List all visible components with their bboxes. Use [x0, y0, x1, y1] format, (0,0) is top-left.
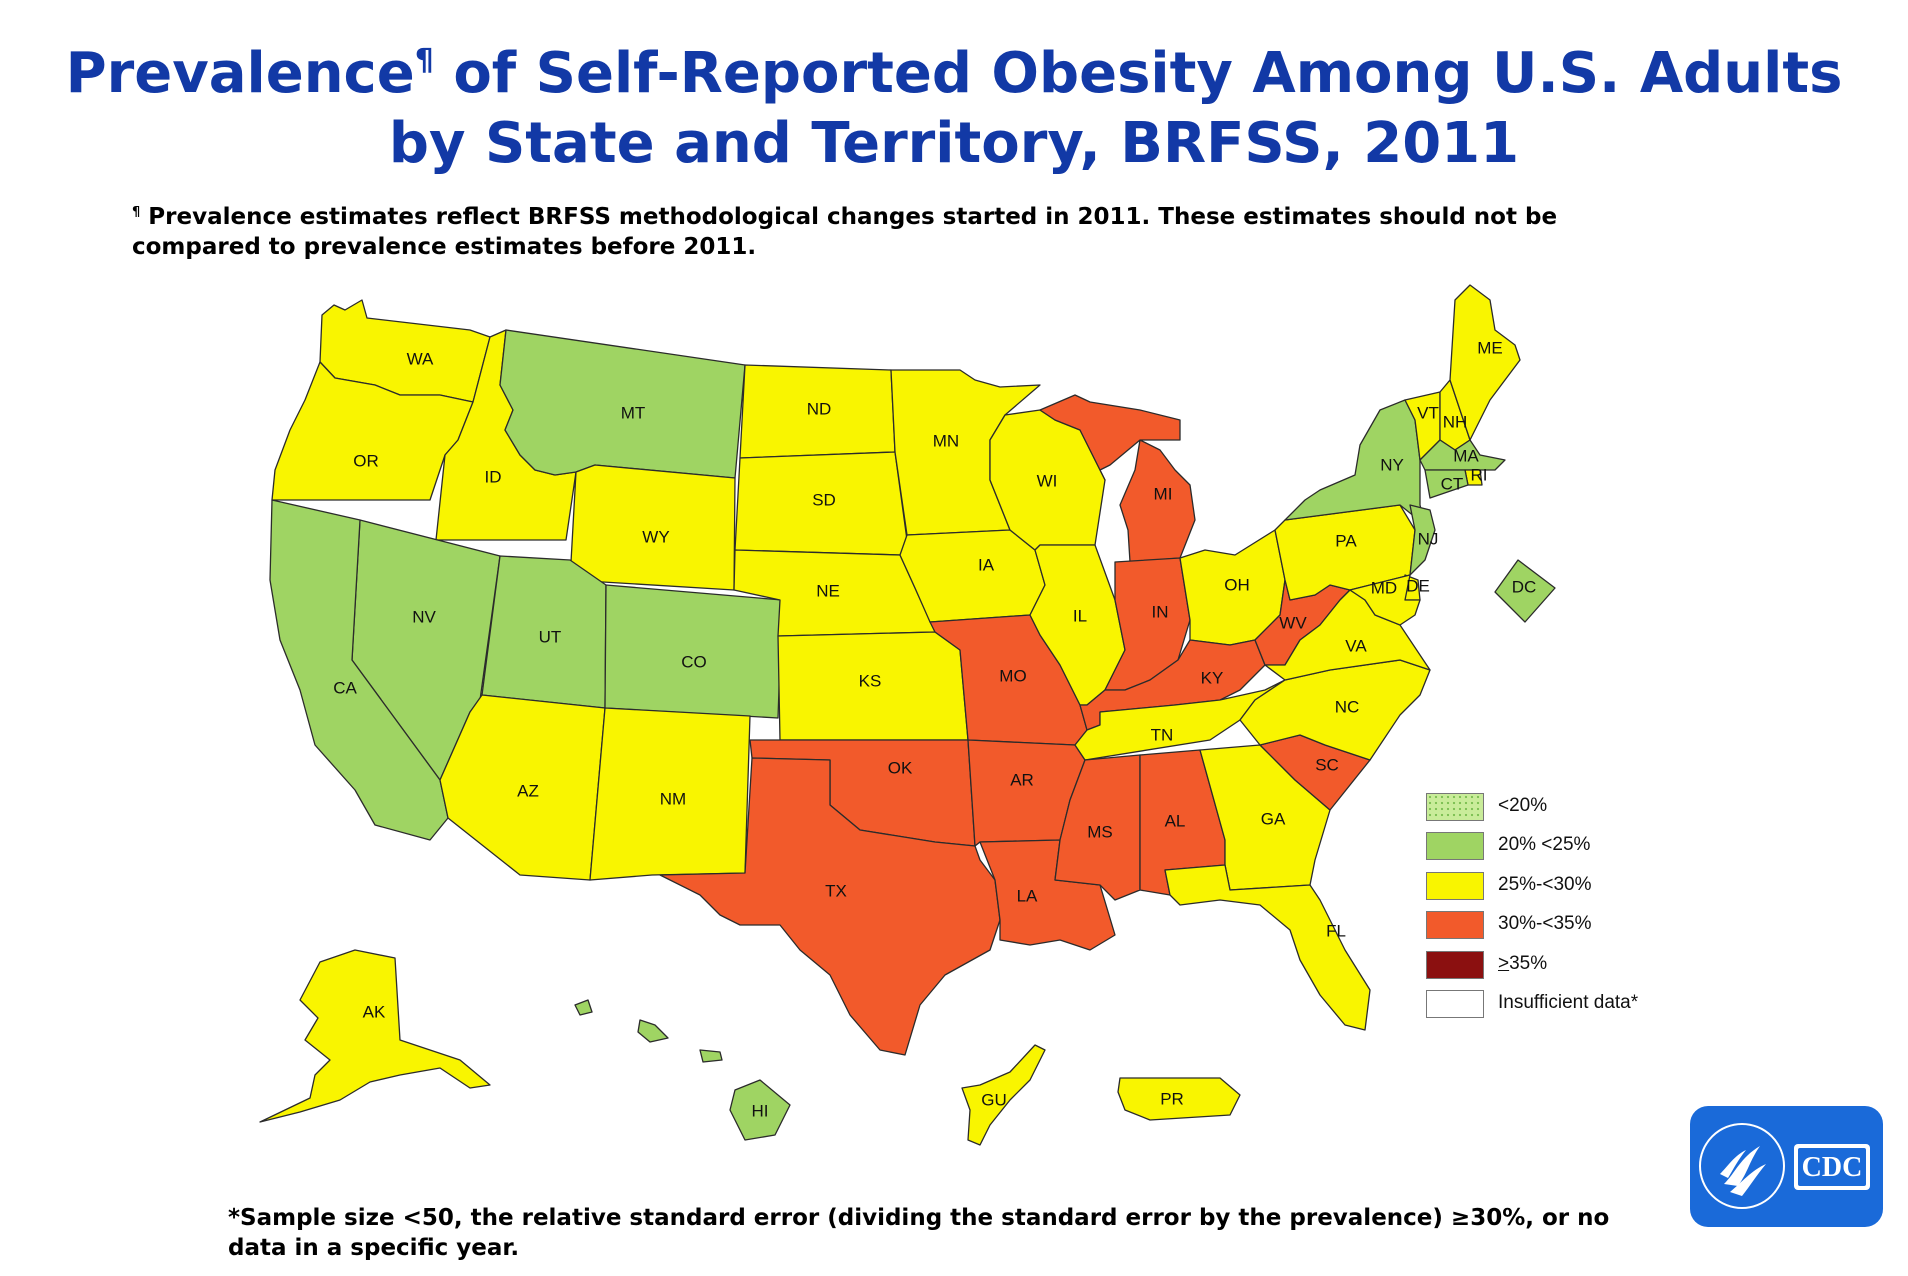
state-ms: [1054, 754, 1141, 901]
state-label-sd: SD: [812, 490, 836, 509]
state-label-nd: ND: [807, 399, 832, 418]
state-label-ca: CA: [333, 678, 357, 697]
state-label-hi: HI: [752, 1101, 769, 1120]
legend-swatch: [1426, 871, 1484, 900]
state-label-ak: AK: [363, 1002, 386, 1021]
state-label-dc: DC: [1512, 577, 1537, 596]
state-label-mi: MI: [1154, 484, 1173, 503]
state-label-oh: OH: [1224, 575, 1250, 594]
state-label-ut: UT: [539, 627, 562, 646]
methodology-footnote: ¶ Prevalence estimates reflect BRFSS met…: [132, 204, 1558, 260]
state-label-ok: OK: [888, 758, 913, 777]
state-label-me: ME: [1477, 338, 1503, 357]
state-co: [604, 584, 783, 719]
state-label-gu: GU: [981, 1090, 1007, 1109]
state-label-al: AL: [1165, 811, 1186, 830]
state-label-fl: FL: [1326, 921, 1346, 940]
state-md: [1349, 574, 1421, 626]
state-label-wv: WV: [1279, 613, 1307, 632]
state-label-sc: SC: [1315, 755, 1339, 774]
state-label-pr: PR: [1160, 1089, 1184, 1108]
state-label-mn: MN: [933, 431, 959, 450]
legend-label: >35%: [1498, 952, 1548, 974]
state-label-nh: NH: [1443, 412, 1468, 431]
state-label-nm: NM: [660, 789, 686, 808]
state-label-wy: WY: [642, 527, 669, 546]
cdc-logo-text: CDC: [1802, 1152, 1863, 1183]
state-label-ar: AR: [1010, 770, 1034, 789]
state-label-ks: KS: [859, 671, 882, 690]
state-label-ga: GA: [1261, 809, 1286, 828]
state-ny: [1284, 399, 1426, 526]
legend-label: 30%-<35%: [1498, 913, 1592, 935]
state-label-ms: MS: [1087, 822, 1113, 841]
legend-label: Insufficient data*: [1498, 991, 1639, 1013]
state-label-ia: IA: [978, 555, 995, 574]
state-label-md: MD: [1371, 578, 1397, 597]
state-label-wa: WA: [407, 349, 434, 368]
legend-label: 20% <25%: [1498, 834, 1591, 856]
insufficient-data-note: *Sample size <50, the relative standard …: [228, 1205, 1610, 1261]
state-hi: [574, 999, 791, 1141]
state-pr: [1117, 1077, 1241, 1121]
state-label-tx: TX: [825, 881, 847, 900]
state-me: [1449, 284, 1521, 441]
state-label-id: ID: [485, 467, 502, 486]
state-label-pa: PA: [1335, 531, 1357, 550]
state-label-ky: KY: [1201, 668, 1224, 687]
state-mt: [499, 329, 746, 479]
legend-swatch: [1426, 989, 1484, 1018]
state-label-la: LA: [1017, 886, 1038, 905]
state-label-az: AZ: [517, 781, 539, 800]
state-label-tn: TN: [1151, 725, 1174, 744]
state-label-nc: NC: [1335, 697, 1360, 716]
state-dc: [1494, 559, 1556, 623]
title-line-2: by State and Territory, BRFSS, 2011: [388, 111, 1520, 176]
state-label-vt: VT: [1417, 403, 1439, 422]
state-label-ny: NY: [1380, 455, 1404, 474]
state-label-va: VA: [1345, 636, 1367, 655]
state-label-ct: CT: [1441, 474, 1464, 493]
state-label-co: CO: [681, 652, 707, 671]
state-label-mt: MT: [621, 403, 646, 422]
state-label-mo: MO: [999, 666, 1026, 685]
legend-swatch: [1426, 793, 1484, 821]
state-label-de: DE: [1406, 576, 1430, 595]
state-gu: [961, 1044, 1046, 1146]
state-ak: [259, 949, 491, 1123]
state-label-nj: NJ: [1418, 529, 1439, 548]
legend-label: 25%-<30%: [1498, 873, 1592, 895]
state-ct: [1424, 469, 1469, 499]
legend-label: <20%: [1498, 795, 1548, 816]
legend-swatch: [1426, 832, 1484, 861]
state-label-wi: WI: [1037, 471, 1058, 490]
state-ca: [269, 499, 449, 841]
state-nj: [1409, 504, 1436, 576]
cdc-logo: CDC: [1690, 1106, 1883, 1227]
state-label-in: IN: [1152, 602, 1169, 621]
state-label-il: IL: [1073, 606, 1087, 625]
state-label-ma: MA: [1453, 446, 1479, 465]
map-title: Prevalence¶ of Self-Reported Obesity Amo…: [0, 26, 1908, 179]
legend-swatch: [1426, 950, 1484, 979]
state-fl: [1164, 864, 1371, 1031]
state-label-ri: RI: [1471, 465, 1488, 484]
state-wy: [569, 464, 736, 591]
state-label-or: OR: [353, 451, 379, 470]
state-tx: [659, 757, 1001, 1056]
state-label-ne: NE: [816, 581, 840, 600]
legend-swatch: [1426, 911, 1484, 940]
title-line-1: Prevalence¶ of Self-Reported Obesity Amo…: [65, 41, 1843, 106]
state-label-nv: NV: [412, 607, 436, 626]
